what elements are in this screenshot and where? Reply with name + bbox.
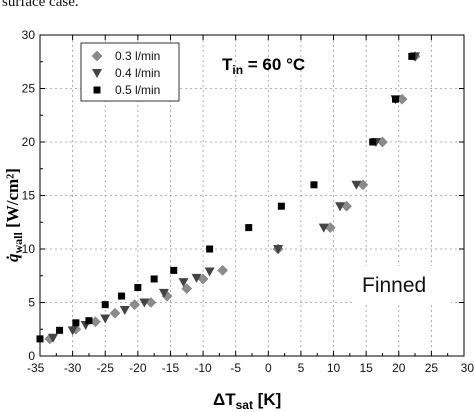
x-tick-label: 30	[461, 361, 474, 375]
x-axis-title-main: ΔT	[213, 390, 236, 409]
surface-label-box	[353, 266, 451, 304]
x-tick-label: 5	[298, 361, 305, 375]
data-point-series-2	[150, 275, 158, 283]
data-point-series-1	[191, 273, 202, 283]
x-tick-label: -25	[97, 361, 115, 375]
legend-label-2: 0.5 l/min	[115, 83, 160, 97]
x-axis-title-unit: [K]	[253, 390, 281, 409]
condition-rest: = 60 °C	[243, 55, 305, 74]
data-point-series-1	[158, 288, 169, 298]
y-axis-title-main: q̇	[3, 253, 22, 262]
data-point-series-2	[392, 95, 400, 103]
data-point-series-0	[197, 273, 209, 285]
x-tick-label: 20	[392, 361, 406, 375]
y-tick-label: 0	[28, 349, 35, 363]
point-layer	[36, 51, 421, 345]
caption-fragment: surface case.	[2, 0, 79, 10]
data-point-series-2	[408, 52, 416, 60]
x-tick-label: -30	[64, 361, 82, 375]
data-point-series-1	[100, 314, 111, 324]
data-point-series-1	[273, 245, 284, 254]
data-point-series-2	[134, 284, 142, 292]
legend-label-0: 0.3 l/min	[115, 49, 160, 63]
y-axis-title-sub: wall	[11, 232, 25, 254]
data-point-series-2	[277, 202, 285, 210]
x-tick-label: -5	[230, 361, 241, 375]
x-tick-label: -10	[194, 361, 212, 375]
data-point-series-0	[109, 307, 121, 319]
data-point-series-2	[101, 301, 109, 309]
x-tick-label: -35	[27, 361, 45, 375]
data-point-series-1	[178, 278, 189, 288]
x-axis-title-sub: sat	[236, 398, 253, 412]
y-tick-label: 20	[22, 135, 36, 149]
condition-sub: in	[232, 63, 243, 77]
y-tick-label: 25	[22, 82, 36, 96]
data-point-series-1	[351, 180, 362, 190]
legend-markers	[91, 50, 103, 94]
data-point-series-2	[118, 292, 126, 300]
tick-layer: -35 -30 -25 -20 -15 -10 -5 0 5 10 15 20 25 30 0 5 10 15 20…	[22, 28, 474, 375]
y-axis-title: q̇wall [W/cm²]	[3, 168, 25, 262]
data-point-series-2	[206, 245, 214, 253]
legend-marker-0	[91, 50, 103, 62]
data-point-series-1	[318, 223, 329, 233]
legend-marker-1	[92, 69, 102, 78]
data-point-series-1	[119, 305, 130, 315]
x-tick-label: 0	[265, 361, 272, 375]
x-tick-label: 15	[359, 361, 373, 375]
legend-label-1: 0.4 l/min	[115, 66, 160, 80]
y-tick-label: 30	[22, 28, 36, 42]
condition-main: T	[222, 55, 233, 74]
data-point-series-2	[245, 224, 253, 232]
y-tick-label: 10	[22, 242, 36, 256]
x-tick-label: 25	[425, 361, 439, 375]
data-point-series-1	[204, 267, 215, 277]
data-point-series-1	[67, 326, 78, 336]
y-tick-label: 5	[28, 296, 35, 310]
legend: 0.3 l/min 0.4 l/min 0.5 l/min	[80, 42, 180, 102]
data-point-series-2	[72, 319, 80, 327]
data-point-series-0	[129, 299, 140, 310]
data-point-series-2	[369, 138, 377, 146]
plot-frame	[39, 34, 465, 357]
data-point-series-0	[217, 265, 228, 276]
data-point-series-2	[310, 181, 318, 189]
x-tick-label: -15	[162, 361, 180, 375]
data-point-series-1	[335, 202, 346, 212]
y-tick-label: 15	[22, 189, 36, 203]
y-axis-title-unit: [W/cm²]	[3, 168, 22, 232]
x-axis-title: ΔTsat [K]	[213, 390, 281, 412]
data-point-series-1	[48, 333, 59, 343]
x-tick-label: -20	[129, 361, 147, 375]
condition-annotation: Tin = 60 °C	[222, 55, 305, 77]
data-point-series-2	[85, 317, 93, 325]
data-point-series-2	[170, 266, 178, 274]
legend-marker-2	[93, 86, 101, 94]
surface-annotation: Finned	[362, 274, 426, 297]
data-point-series-2	[56, 326, 64, 334]
data-point-series-1	[139, 298, 150, 308]
x-tick-label: 10	[327, 361, 341, 375]
